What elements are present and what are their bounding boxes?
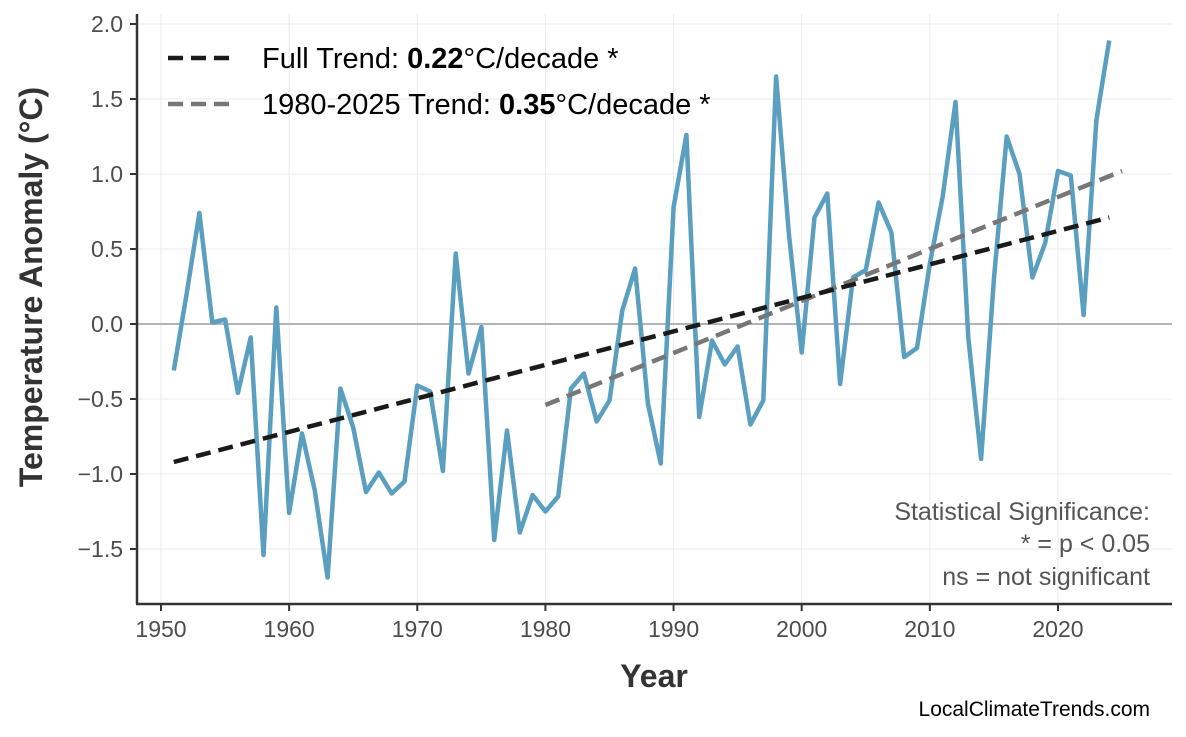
x-tick-label: 1980 xyxy=(520,616,571,642)
series-line xyxy=(171,40,1112,580)
x-tick-label: 2000 xyxy=(776,616,827,642)
note-line: Statistical Significance: xyxy=(894,498,1150,526)
x-tick-label: 2020 xyxy=(1032,616,1083,642)
y-tick-label: 2.0 xyxy=(91,11,123,37)
trend-line xyxy=(173,215,1110,465)
y-tick-label: 0.0 xyxy=(91,311,123,337)
y-tick-label: 1.5 xyxy=(91,86,123,112)
significance-note: Statistical Significance: * = p < 0.05 n… xyxy=(894,498,1150,591)
note-line: ns = not significant xyxy=(942,563,1150,591)
y-tick-label: 1.0 xyxy=(91,161,123,187)
x-tick-label: 1990 xyxy=(648,616,699,642)
x-tick-label: 1950 xyxy=(135,616,186,642)
series-points xyxy=(173,40,1110,578)
y-axis-ticks: 2.0 1.5 1.0 0.5 0.0 −0.5 −1.0 −1.5 xyxy=(78,11,137,562)
x-tick-label: 2010 xyxy=(904,616,955,642)
x-tick-label: 1970 xyxy=(392,616,443,642)
x-axis-label: Year xyxy=(620,658,688,694)
y-axis-label: Temperature Anomaly (°C) xyxy=(13,87,49,487)
y-tick-label: 0.5 xyxy=(91,236,123,262)
x-tick-label: 1960 xyxy=(264,616,315,642)
y-tick-label: −0.5 xyxy=(78,386,123,412)
legend: Full Trend: 0.22°C/decade * 1980-2025 Tr… xyxy=(168,43,711,121)
x-axis-ticks: 1950 1960 1970 1980 1990 2000 2010 2020 xyxy=(135,604,1084,642)
legend-label-full-trend: Full Trend: 0.22°C/decade * xyxy=(262,43,619,75)
credit-text: LocalClimateTrends.com xyxy=(919,698,1150,721)
y-tick-label: −1.0 xyxy=(78,461,123,487)
legend-label-1980-trend: 1980-2025 Trend: 0.35°C/decade * xyxy=(262,89,711,121)
trend-line xyxy=(544,168,1123,408)
y-tick-label: −1.5 xyxy=(78,536,123,562)
trend-lines xyxy=(173,168,1123,465)
note-line: * = p < 0.05 xyxy=(1021,530,1150,558)
